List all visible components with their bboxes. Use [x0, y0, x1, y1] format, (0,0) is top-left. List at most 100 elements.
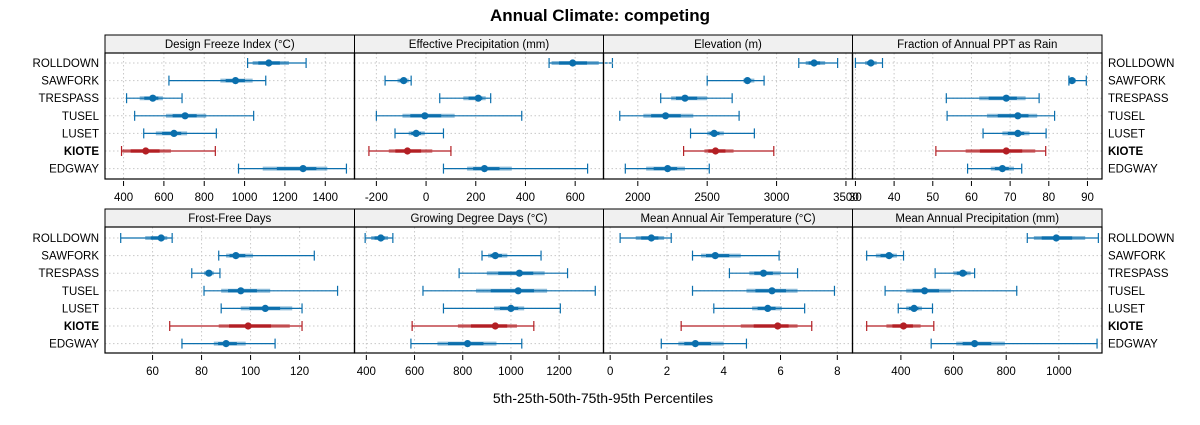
x-tick-label: 800: [195, 192, 214, 204]
interval-luset: [220, 303, 303, 314]
median-point: [920, 287, 929, 295]
chart-title: Annual Climate: competing: [490, 6, 710, 25]
x-tick-label: 1000: [498, 366, 524, 378]
interval-sawfork: [384, 75, 412, 86]
interval-rolldown: [548, 58, 614, 68]
interval-edgway: [410, 338, 523, 349]
panel-frost-free-days: Frost-Free Days 60 80 100 120: [104, 208, 356, 378]
panel-strip-label: Elevation (m): [694, 39, 762, 51]
interval-luset: [982, 128, 1047, 139]
site-label-left: EDGWAY: [49, 339, 99, 351]
panel-strip-label: Mean Annual Precipitation (mm): [895, 213, 1059, 225]
panel-strip-label: Growing Degree Days (°C): [411, 213, 548, 225]
median-point: [810, 59, 818, 67]
site-labels-group: ROLLDOWN ROLLDOWN SAWFORK SAWFORK TRESPASS TR…: [33, 58, 1175, 351]
x-tick-label: 3000: [764, 192, 790, 204]
interval-sawfork: [481, 250, 542, 261]
x-tick-label: 8: [834, 366, 840, 378]
panel-strip-label: Frost-Free Days: [188, 213, 271, 225]
site-label-right: TRESPASS: [1108, 268, 1169, 280]
median-point: [661, 112, 670, 120]
interval-luset: [897, 303, 934, 314]
x-tick-label: 800: [453, 366, 472, 378]
interval-sawfork: [1068, 75, 1087, 86]
interval-kiote: [866, 321, 935, 331]
median-point: [768, 287, 776, 295]
interval-kiote: [411, 321, 535, 331]
median-point: [237, 287, 245, 295]
interval-trespass: [458, 268, 569, 279]
median-point: [261, 304, 269, 312]
interval-edgway: [966, 163, 1023, 174]
panel-border: [851, 52, 1103, 180]
interval-luset: [394, 128, 445, 139]
interval-edgway: [181, 338, 276, 349]
interval-luset: [713, 303, 806, 314]
site-label-left: ROLLDOWN: [33, 58, 99, 70]
site-label-left: SAWFORK: [41, 76, 99, 88]
median-point: [971, 340, 979, 348]
x-tick-label: 600: [566, 192, 585, 204]
median-point: [231, 77, 240, 85]
interval-kiote: [935, 146, 1047, 156]
median-point: [205, 269, 213, 277]
site-label-left: LUSET: [62, 303, 99, 315]
median-point: [743, 77, 752, 85]
interval-edgway: [624, 163, 710, 174]
x-tick-label: 4: [721, 366, 728, 378]
median-point: [759, 269, 768, 277]
site-label-left: TUSEL: [62, 111, 100, 123]
x-tick-label: 1400: [312, 192, 338, 204]
median-point: [515, 269, 523, 277]
interval-rolldown: [1026, 233, 1099, 243]
interval-tusel: [884, 285, 1018, 296]
x-tick-label: 80: [195, 366, 208, 378]
site-label-right: KIOTE: [1108, 146, 1143, 158]
panel-border: [602, 226, 854, 354]
x-tick-label: -200: [365, 192, 388, 204]
panel-effective-precipitation-mm: Effective Precipitation (mm) -200 0 200 400 6…: [353, 34, 614, 204]
site-label-right: KIOTE: [1108, 321, 1143, 333]
x-tick-label: 6: [777, 366, 783, 378]
interval-edgway: [930, 338, 1098, 349]
interval-tusel: [946, 110, 1056, 121]
median-point: [1002, 94, 1010, 102]
median-point: [142, 147, 150, 155]
median-point: [265, 59, 273, 67]
median-point: [514, 287, 522, 295]
median-point: [403, 147, 412, 155]
interval-rolldown: [619, 233, 672, 243]
x-tick-label: 400: [357, 366, 376, 378]
panel-strip-label: Design Freeze Index (°C): [165, 39, 295, 51]
site-label-left: TUSEL: [62, 286, 100, 298]
median-point: [910, 304, 918, 312]
interval-sawfork: [866, 250, 905, 261]
x-tick-label: 100: [241, 366, 260, 378]
median-point: [710, 129, 718, 137]
median-point: [421, 112, 429, 120]
interval-sawfork: [218, 250, 315, 261]
site-label-right: TUSEL: [1108, 286, 1146, 298]
interval-trespass: [728, 268, 799, 279]
x-tick-label: 80: [1042, 192, 1055, 204]
x-tick-label: 1000: [1046, 366, 1072, 378]
panel-fraction-of-annual-ppt-as-rain: Fraction of Annual PPT as Rain 30 40 50 60 70…: [849, 34, 1103, 204]
median-point: [491, 322, 499, 330]
median-point: [507, 304, 515, 312]
median-point: [691, 340, 699, 348]
median-point: [299, 165, 307, 173]
interval-kiote: [682, 146, 775, 156]
x-tick-label: 800: [997, 366, 1016, 378]
panel-growing-degree-days-c: Growing Degree Days (°C) 400 600 800 1000 120…: [353, 208, 605, 378]
median-point: [400, 77, 408, 85]
x-tick-label: 50: [926, 192, 939, 204]
interval-trespass: [660, 93, 733, 104]
interval-sawfork: [691, 250, 780, 261]
site-label-right: ROLLDOWN: [1108, 58, 1174, 70]
site-label-right: LUSET: [1108, 303, 1145, 315]
median-point: [1068, 77, 1076, 85]
site-label-right: LUSET: [1108, 128, 1145, 140]
interval-trespass: [934, 268, 976, 279]
median-point: [491, 252, 499, 260]
